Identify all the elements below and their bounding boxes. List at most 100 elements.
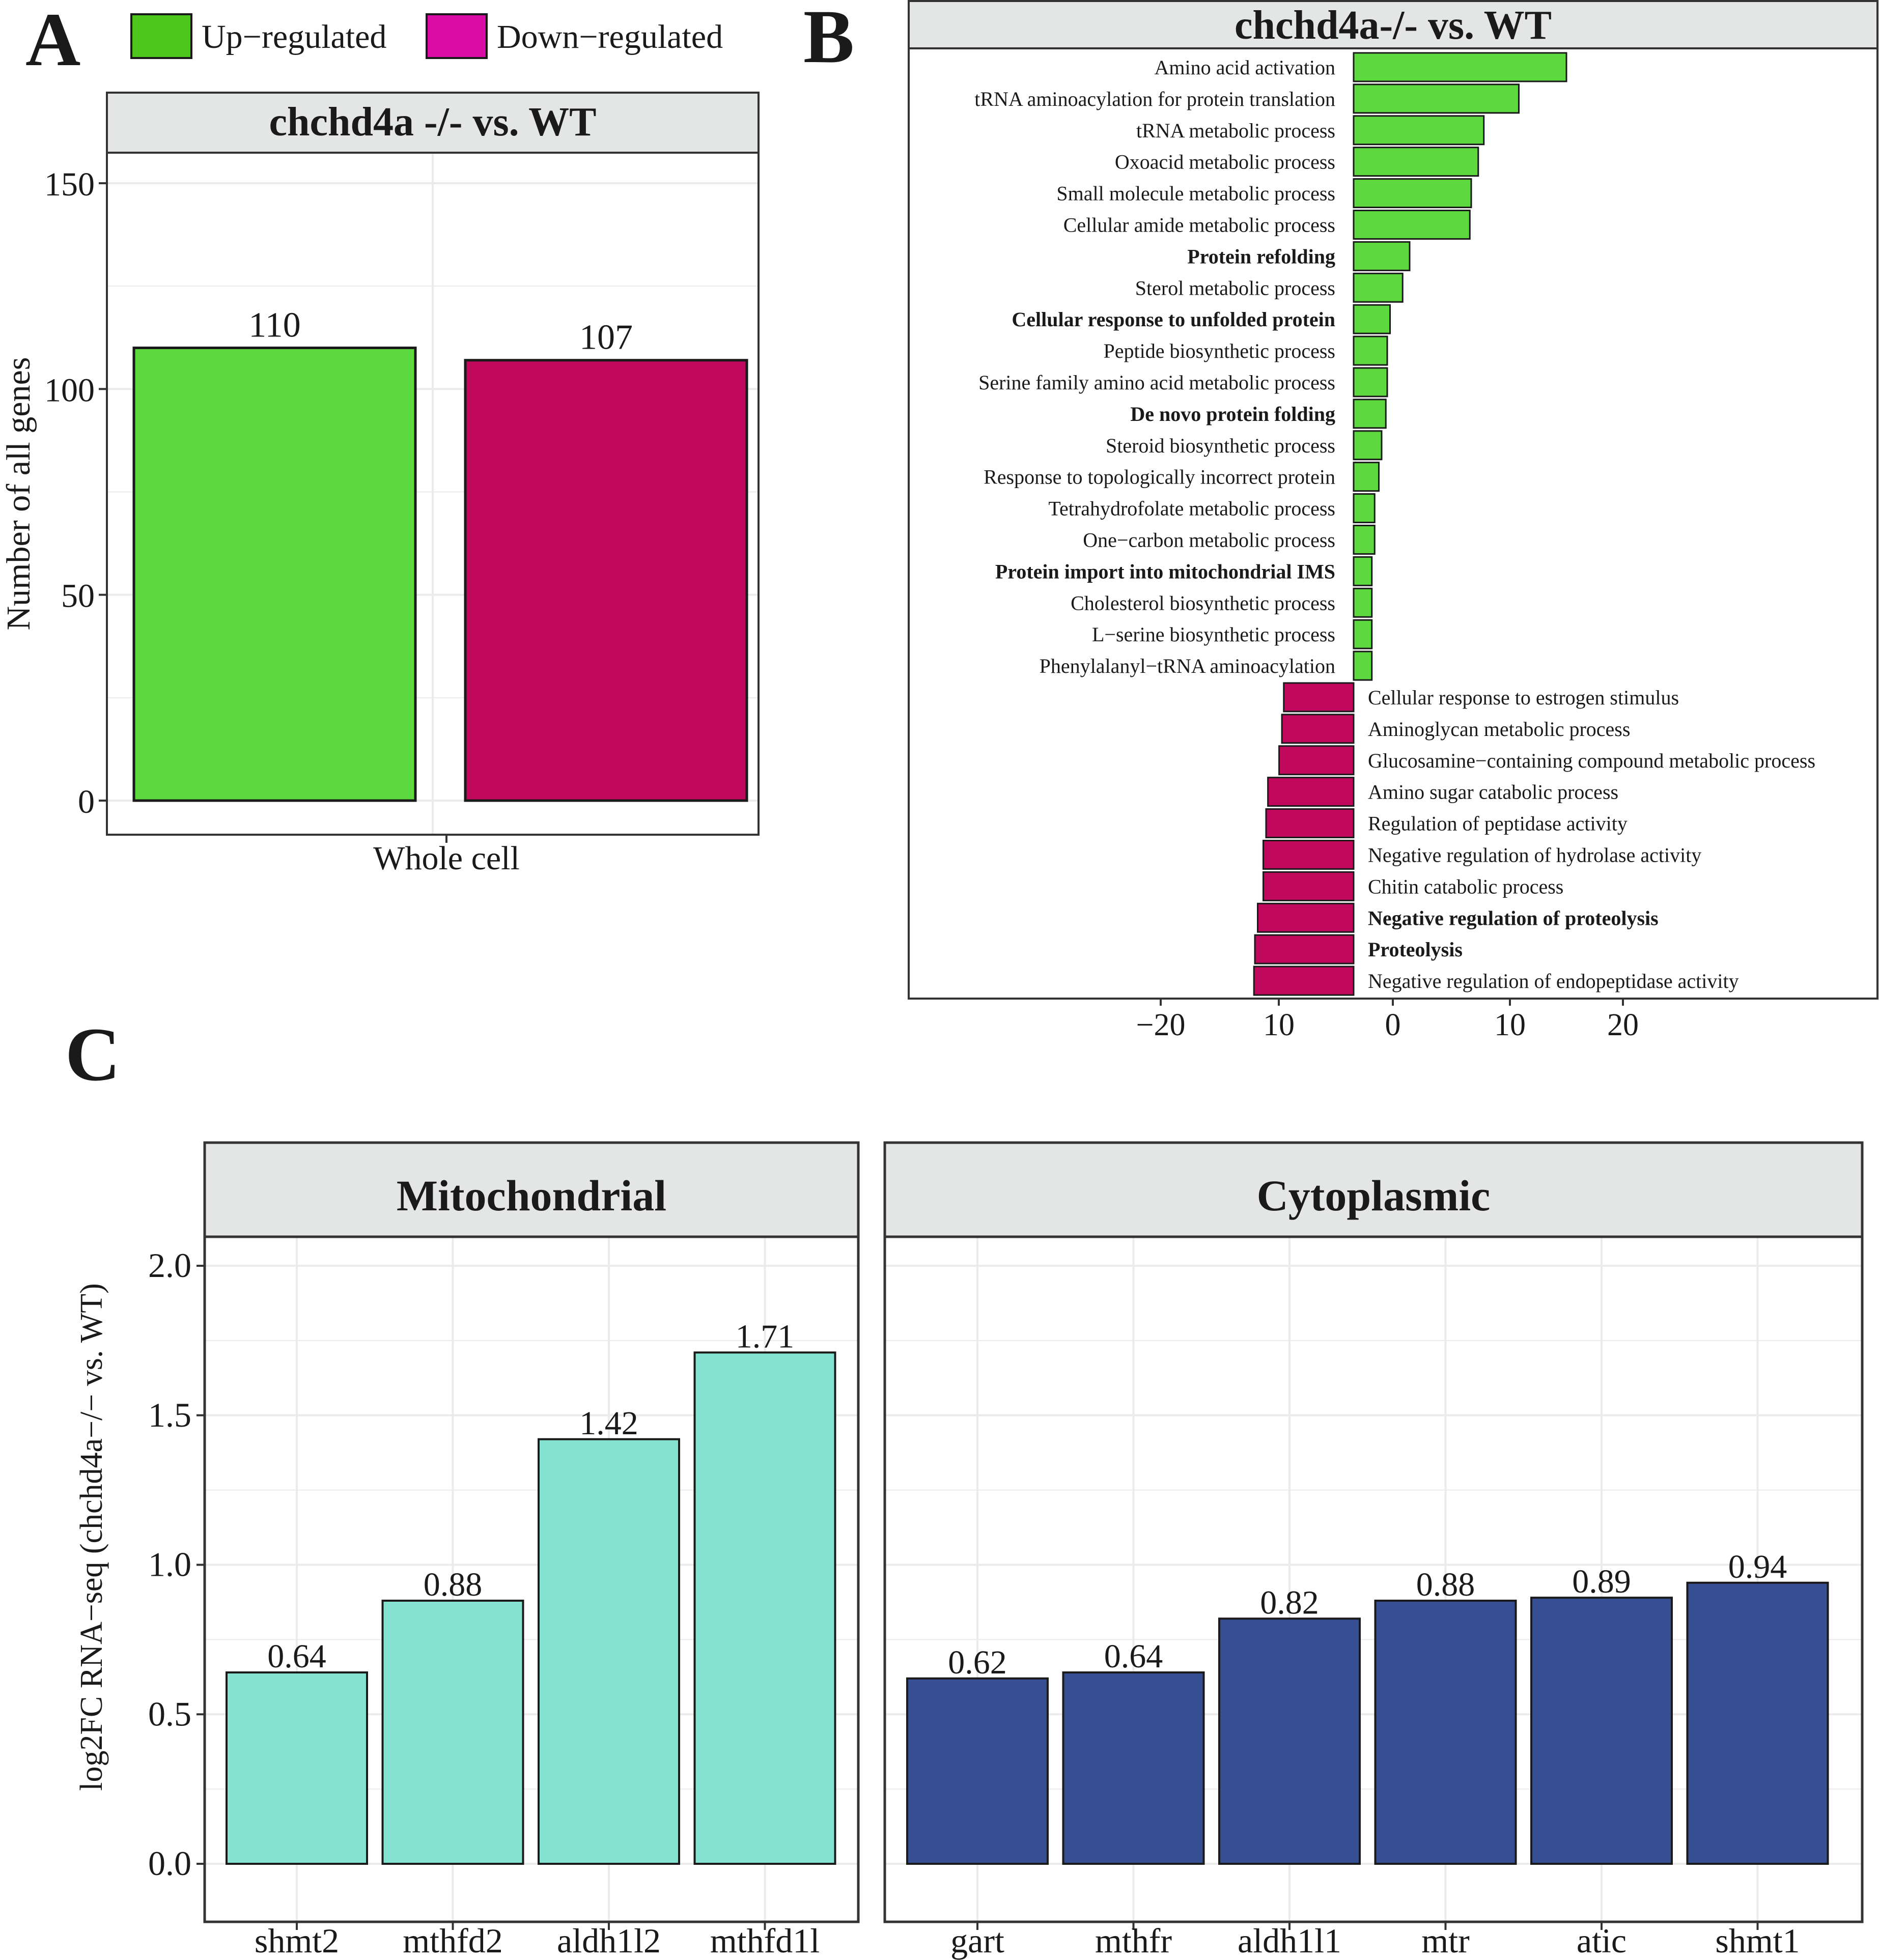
go-term-label: Cellular response to estrogen stimulus <box>1368 686 1679 709</box>
strip-background <box>106 92 760 154</box>
y-tick-label: 0.0 <box>148 1844 191 1883</box>
go-term-label: tRNA metabolic process <box>1136 119 1335 142</box>
go-term-label: Serine family amino acid metabolic proce… <box>978 371 1335 394</box>
go-term-label: Chitin catabolic process <box>1368 875 1563 898</box>
bar-down <box>464 359 748 802</box>
bar-mthfr <box>1062 1671 1205 1865</box>
x-tick-label: shmt2 <box>255 1921 339 1960</box>
bar-up-term <box>1353 335 1388 366</box>
bar-up-term <box>1353 52 1567 82</box>
x-tick-label: aldh1l1 <box>1238 1921 1341 1960</box>
go-term-label: Response to topologically incorrect prot… <box>984 466 1335 489</box>
bar-down-term <box>1267 777 1355 807</box>
go-term-label: Protein import into mitochondrial IMS <box>995 560 1335 583</box>
y-tick-label: 1.0 <box>148 1545 191 1584</box>
bar-value-label: 0.88 <box>1416 1566 1475 1603</box>
bar-gart <box>906 1677 1049 1865</box>
bar-value-label: 0.82 <box>1260 1584 1319 1621</box>
strip-background <box>908 0 1878 49</box>
y-axis-title: log2FC RNA−seq (chchd4a−/− vs. WT) <box>74 1283 109 1791</box>
bar-down-term <box>1257 902 1355 933</box>
bar-up-term <box>1353 115 1485 146</box>
bar-value-label: 0.62 <box>948 1644 1007 1681</box>
go-term-label: Oxoacid metabolic process <box>1115 151 1335 174</box>
bar-down-term <box>1254 934 1355 964</box>
go-term-label: Phenylalanyl−tRNA aminoacylation <box>1040 655 1335 677</box>
bar-down-term <box>1281 714 1355 744</box>
x-tick-label: atic <box>1577 1921 1626 1960</box>
bar-down-term <box>1283 682 1355 713</box>
go-term-label: Proteolysis <box>1368 938 1463 961</box>
bar-up-term <box>1353 241 1411 271</box>
x-axis-title: Whole cell <box>373 840 520 877</box>
facet-border <box>203 1235 860 1923</box>
go-term-label: Cholesterol biosynthetic process <box>1071 591 1335 614</box>
go-term-label: Glucosamine−containing compound metaboli… <box>1368 749 1815 772</box>
panel-a-title: chchd4a -/- vs. WT <box>269 100 596 145</box>
bar-value-label: 107 <box>579 318 633 357</box>
bar-value-label: 0.64 <box>267 1638 326 1675</box>
go-term-label: One−carbon metabolic process <box>1083 528 1335 551</box>
go-term-label: De novo protein folding <box>1130 403 1335 425</box>
go-term-label: Steroid biosynthetic process <box>1106 434 1335 457</box>
bar-value-label: 0.89 <box>1572 1563 1631 1600</box>
bar-down-term <box>1265 808 1355 839</box>
x-tick-label: aldh1l2 <box>557 1921 661 1960</box>
go-term-label: tRNA aminoacylation for protein translat… <box>974 88 1335 110</box>
bar-mthfd2 <box>381 1600 524 1865</box>
x-tick-label: mtr <box>1421 1921 1470 1960</box>
bar-value-label: 0.64 <box>1104 1638 1163 1675</box>
panel-letter-a: A <box>25 0 80 82</box>
bar-up <box>132 346 417 802</box>
x-tick-label: mthfd2 <box>403 1921 502 1960</box>
x-tick-label: mthfd1l <box>710 1921 820 1960</box>
bar-up-term <box>1353 83 1520 114</box>
go-term-label: Regulation of peptidase activity <box>1368 812 1628 835</box>
x-tick-label: mthfr <box>1095 1921 1172 1960</box>
bar-atic <box>1530 1597 1673 1865</box>
go-term-label: Peptide biosynthetic process <box>1104 339 1335 362</box>
go-term-label: Negative regulation of endopeptidase act… <box>1368 970 1739 992</box>
panel-letter-b: B <box>803 0 854 79</box>
bar-up-term <box>1353 209 1471 240</box>
strip-background <box>883 1141 1864 1238</box>
go-term-label: Protein refolding <box>1187 245 1335 268</box>
legend-label-1: Down−regulated <box>497 18 723 55</box>
x-tick-label: 10 <box>1494 1008 1526 1042</box>
bar-down-term <box>1262 871 1355 901</box>
bar-up-term <box>1353 430 1383 461</box>
y-tick-label: 0.5 <box>148 1694 191 1733</box>
bar-up-term <box>1353 524 1376 555</box>
go-term-label: Cellular amide metabolic process <box>1063 213 1335 236</box>
panel-letter-c: C <box>65 1012 120 1097</box>
bar-value-label: 1.71 <box>736 1318 795 1355</box>
go-term-label: Sterol metabolic process <box>1135 276 1335 299</box>
y-tick-label: 1.5 <box>148 1396 191 1434</box>
y-tick-label: 150 <box>44 166 95 203</box>
panel-c: C Mitochondrial 0.64 shmt2 0.88 mthfd2 1.42 ald… <box>65 1012 1864 1960</box>
y-tick-label: 0 <box>78 783 95 820</box>
y-axis-title: Number of all genes <box>0 357 37 631</box>
y-tick-label: 100 <box>44 372 95 409</box>
bar-up-term <box>1353 556 1373 586</box>
go-term-label: Tetrahydrofolate metabolic process <box>1048 497 1335 520</box>
go-term-label: L−serine biosynthetic process <box>1092 623 1335 646</box>
x-tick-label: 0 <box>1385 1008 1401 1042</box>
x-tick-label: 20 <box>1607 1008 1639 1042</box>
x-tick-label: 10 <box>1263 1008 1295 1042</box>
bar-value-label: 0.94 <box>1728 1548 1787 1585</box>
panel-a: A Up−regulated Down−regulated chchd4a -/- v… <box>0 0 760 877</box>
bar-up-term <box>1353 493 1376 524</box>
bar-down-term <box>1253 965 1355 996</box>
x-tick-label: shmt1 <box>1715 1921 1800 1960</box>
facet-title: Cytoplasmic <box>1257 1171 1491 1220</box>
bar-down-term <box>1262 839 1355 870</box>
go-term-label: Aminoglycan metabolic process <box>1368 718 1630 741</box>
y-tick-label: 2.0 <box>148 1246 191 1285</box>
go-term-label: Negative regulation of hydrolase activit… <box>1368 843 1701 866</box>
go-term-label: Cellular response to unfolded protein <box>1012 308 1335 331</box>
bar-up-term <box>1353 147 1479 177</box>
x-tick-label: gart <box>950 1921 1004 1960</box>
